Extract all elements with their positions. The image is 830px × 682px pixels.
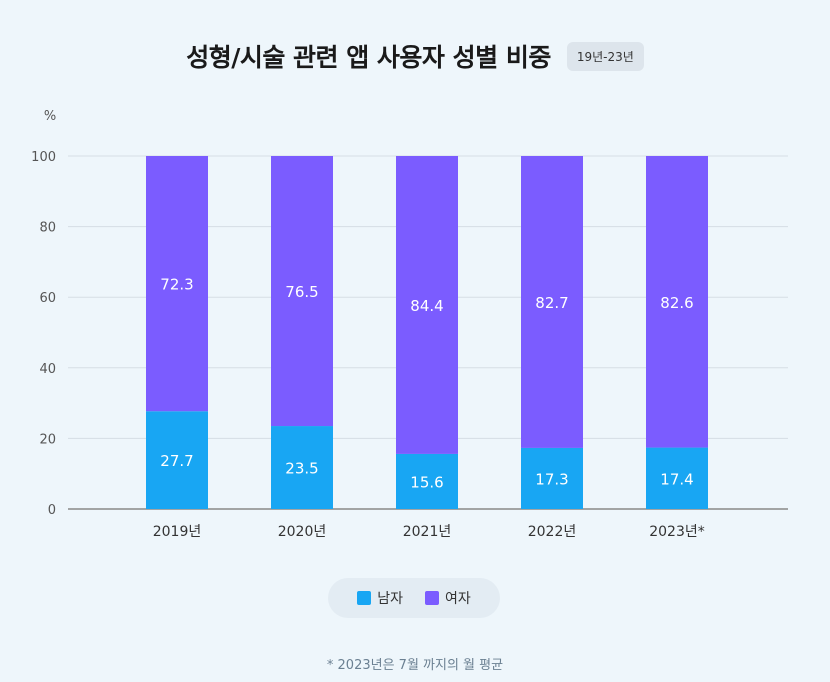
x-tick-label-2: 2021년	[403, 524, 452, 540]
footnote: * 2023년은 7월 까지의 월 평균	[326, 658, 504, 673]
data-label-female-2: 84.4	[410, 297, 443, 315]
period-badge: 19년-23년	[566, 41, 644, 71]
bar-male-2	[396, 453, 458, 509]
legend-swatch-male	[357, 591, 372, 605]
y-tick-label-60: 60	[39, 291, 56, 306]
data-label-female-4: 82.6	[660, 294, 693, 312]
legend-swatch-female	[425, 591, 439, 605]
bar-female-3	[521, 156, 583, 448]
bar-male-1	[271, 426, 333, 509]
bar-female-0	[146, 156, 208, 412]
bar-female-2	[396, 156, 458, 454]
legend-item-female: 여자	[425, 588, 471, 608]
y-tick-label-80: 80	[39, 221, 56, 236]
y-tick-label-100: 100	[31, 150, 56, 165]
title-row: 성형/시술 관련 앱 사용자 성별 비중 19년-23년	[0, 38, 830, 74]
y-axis-unit-label: %	[44, 109, 56, 124]
legend-label-male: 남자	[377, 591, 403, 607]
x-tick-label-3: 2022년	[528, 524, 577, 540]
bar-male-3	[521, 447, 583, 509]
legend-item-male: 남자	[357, 588, 403, 608]
x-tick-label-1: 2020년	[278, 524, 327, 540]
data-label-female-1: 76.5	[285, 283, 318, 301]
data-label-male-2: 15.6	[410, 473, 443, 491]
x-tick-label-4: 2023년*	[649, 524, 705, 540]
data-label-male-0: 27.7	[160, 452, 193, 470]
data-label-male-1: 23.5	[285, 460, 318, 478]
stacked-bar-chart: % 0 20 40 60 80 100 27.7 72.3 2019년 23.5 76.5 2020년 1…	[31, 109, 788, 540]
data-label-female-3: 82.7	[535, 294, 568, 312]
y-tick-label-20: 20	[39, 432, 56, 447]
y-tick-label-40: 40	[39, 362, 56, 377]
legend: 남자 여자	[328, 578, 500, 618]
data-label-male-4: 17.4	[660, 470, 693, 488]
data-label-female-0: 72.3	[160, 276, 193, 294]
data-label-male-3: 17.3	[535, 470, 568, 488]
bar-female-4	[646, 156, 708, 448]
bar-female-1	[271, 156, 333, 427]
bar-male-4	[646, 447, 708, 509]
legend-label-female: 여자	[445, 591, 471, 607]
bar-male-0	[146, 411, 208, 509]
x-tick-label-0: 2019년	[153, 524, 202, 540]
y-tick-label-0: 0	[48, 503, 56, 518]
chart-title: 성형/시술 관련 앱 사용자 성별 비중	[186, 43, 551, 72]
